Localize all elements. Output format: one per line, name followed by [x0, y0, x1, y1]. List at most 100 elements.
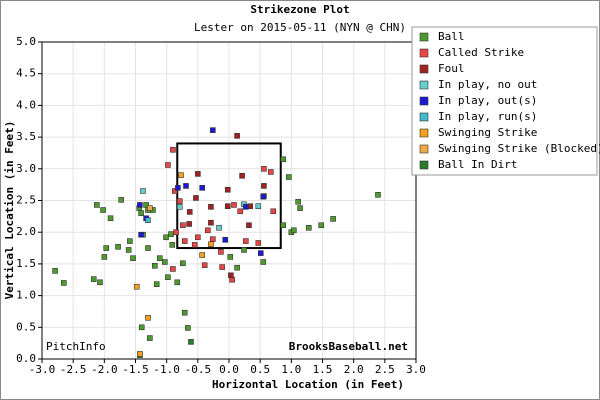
point [375, 191, 381, 198]
legend-label: Ball [438, 30, 465, 43]
point [231, 202, 237, 208]
point [255, 240, 262, 246]
point [243, 238, 249, 244]
legend-marker [419, 80, 429, 90]
point [260, 259, 267, 265]
x-tick-label: 1.0 [281, 363, 301, 376]
point [216, 224, 222, 231]
watermark: PitchInfo [46, 340, 106, 353]
x-tick-label: 2.5 [375, 363, 395, 376]
point [227, 254, 234, 260]
y-tick-label: 1.0 [16, 289, 36, 302]
point [161, 259, 168, 265]
y-tick-label: 3.5 [16, 130, 36, 143]
point [145, 245, 151, 251]
point [170, 266, 176, 272]
point [138, 324, 145, 331]
y-tick-label: 1.5 [16, 257, 36, 270]
y-tick-label: 4.5 [16, 67, 36, 80]
point [170, 146, 176, 153]
point [286, 174, 292, 180]
point [255, 203, 262, 210]
x-tick-label: -2.0 [91, 363, 118, 376]
point [147, 335, 153, 341]
point [169, 242, 176, 248]
point [280, 156, 287, 163]
point [178, 172, 184, 178]
point [239, 172, 245, 179]
x-tick-label: 1.5 [313, 363, 333, 376]
point [137, 351, 143, 357]
point [168, 231, 174, 237]
x-tick-label: 0.0 [219, 363, 239, 376]
point [152, 263, 158, 269]
point [222, 237, 229, 243]
point [138, 210, 144, 216]
point [100, 207, 106, 213]
point [246, 222, 252, 229]
point [241, 247, 247, 253]
y-tick-label: 5.0 [16, 35, 36, 48]
point [176, 198, 183, 204]
x-tick-label: 3.0 [406, 363, 426, 376]
y-tick-label: 0.5 [16, 320, 36, 333]
point [163, 234, 169, 241]
point [237, 208, 244, 215]
legend-marker [419, 112, 429, 122]
x-tick-label: -1.0 [153, 363, 180, 376]
point [94, 202, 100, 208]
point [115, 243, 121, 250]
point [185, 325, 191, 331]
point [118, 197, 124, 203]
point [260, 193, 267, 200]
chart-subtitle: Lester on 2015-05-11 (NYN @ CHN) [194, 21, 406, 34]
x-tick-label: -0.5 [185, 363, 212, 376]
y-tick-label: 3.0 [16, 162, 36, 175]
point [228, 272, 234, 279]
point [209, 127, 216, 133]
point [193, 195, 199, 201]
legend-label: Foul [438, 62, 465, 75]
point [157, 255, 163, 261]
point [199, 185, 205, 191]
x-tick-label: -2.5 [60, 363, 87, 376]
point [186, 221, 192, 227]
chart-title: Strikezone Plot [250, 3, 349, 16]
point [297, 205, 303, 211]
point [183, 183, 189, 189]
point [127, 238, 133, 244]
x-axis-label: Horizontal Location (in Feet) [212, 378, 404, 391]
point [174, 279, 181, 286]
point [165, 162, 171, 168]
point [205, 227, 211, 234]
point [186, 209, 193, 215]
y-tick-label: 2.0 [16, 225, 36, 238]
point [145, 314, 151, 321]
point [140, 188, 146, 194]
point [133, 283, 140, 290]
point [153, 281, 160, 287]
y-tick-label: 2.5 [16, 194, 36, 207]
point [188, 339, 194, 345]
x-tick-label: 2.0 [344, 363, 364, 376]
legend-marker [419, 48, 429, 58]
point [130, 255, 136, 261]
point [318, 222, 325, 229]
legend-marker [419, 144, 429, 154]
point [138, 231, 144, 238]
point [224, 186, 231, 193]
point [224, 203, 231, 210]
point [90, 276, 97, 282]
point [218, 249, 224, 255]
point [195, 171, 201, 177]
point [107, 215, 114, 222]
point [295, 198, 301, 205]
point [243, 204, 249, 210]
x-tick-label: -1.5 [122, 363, 149, 376]
point [201, 262, 208, 268]
legend-marker [419, 64, 429, 74]
point [261, 183, 267, 189]
point [173, 229, 179, 235]
point [147, 205, 153, 211]
